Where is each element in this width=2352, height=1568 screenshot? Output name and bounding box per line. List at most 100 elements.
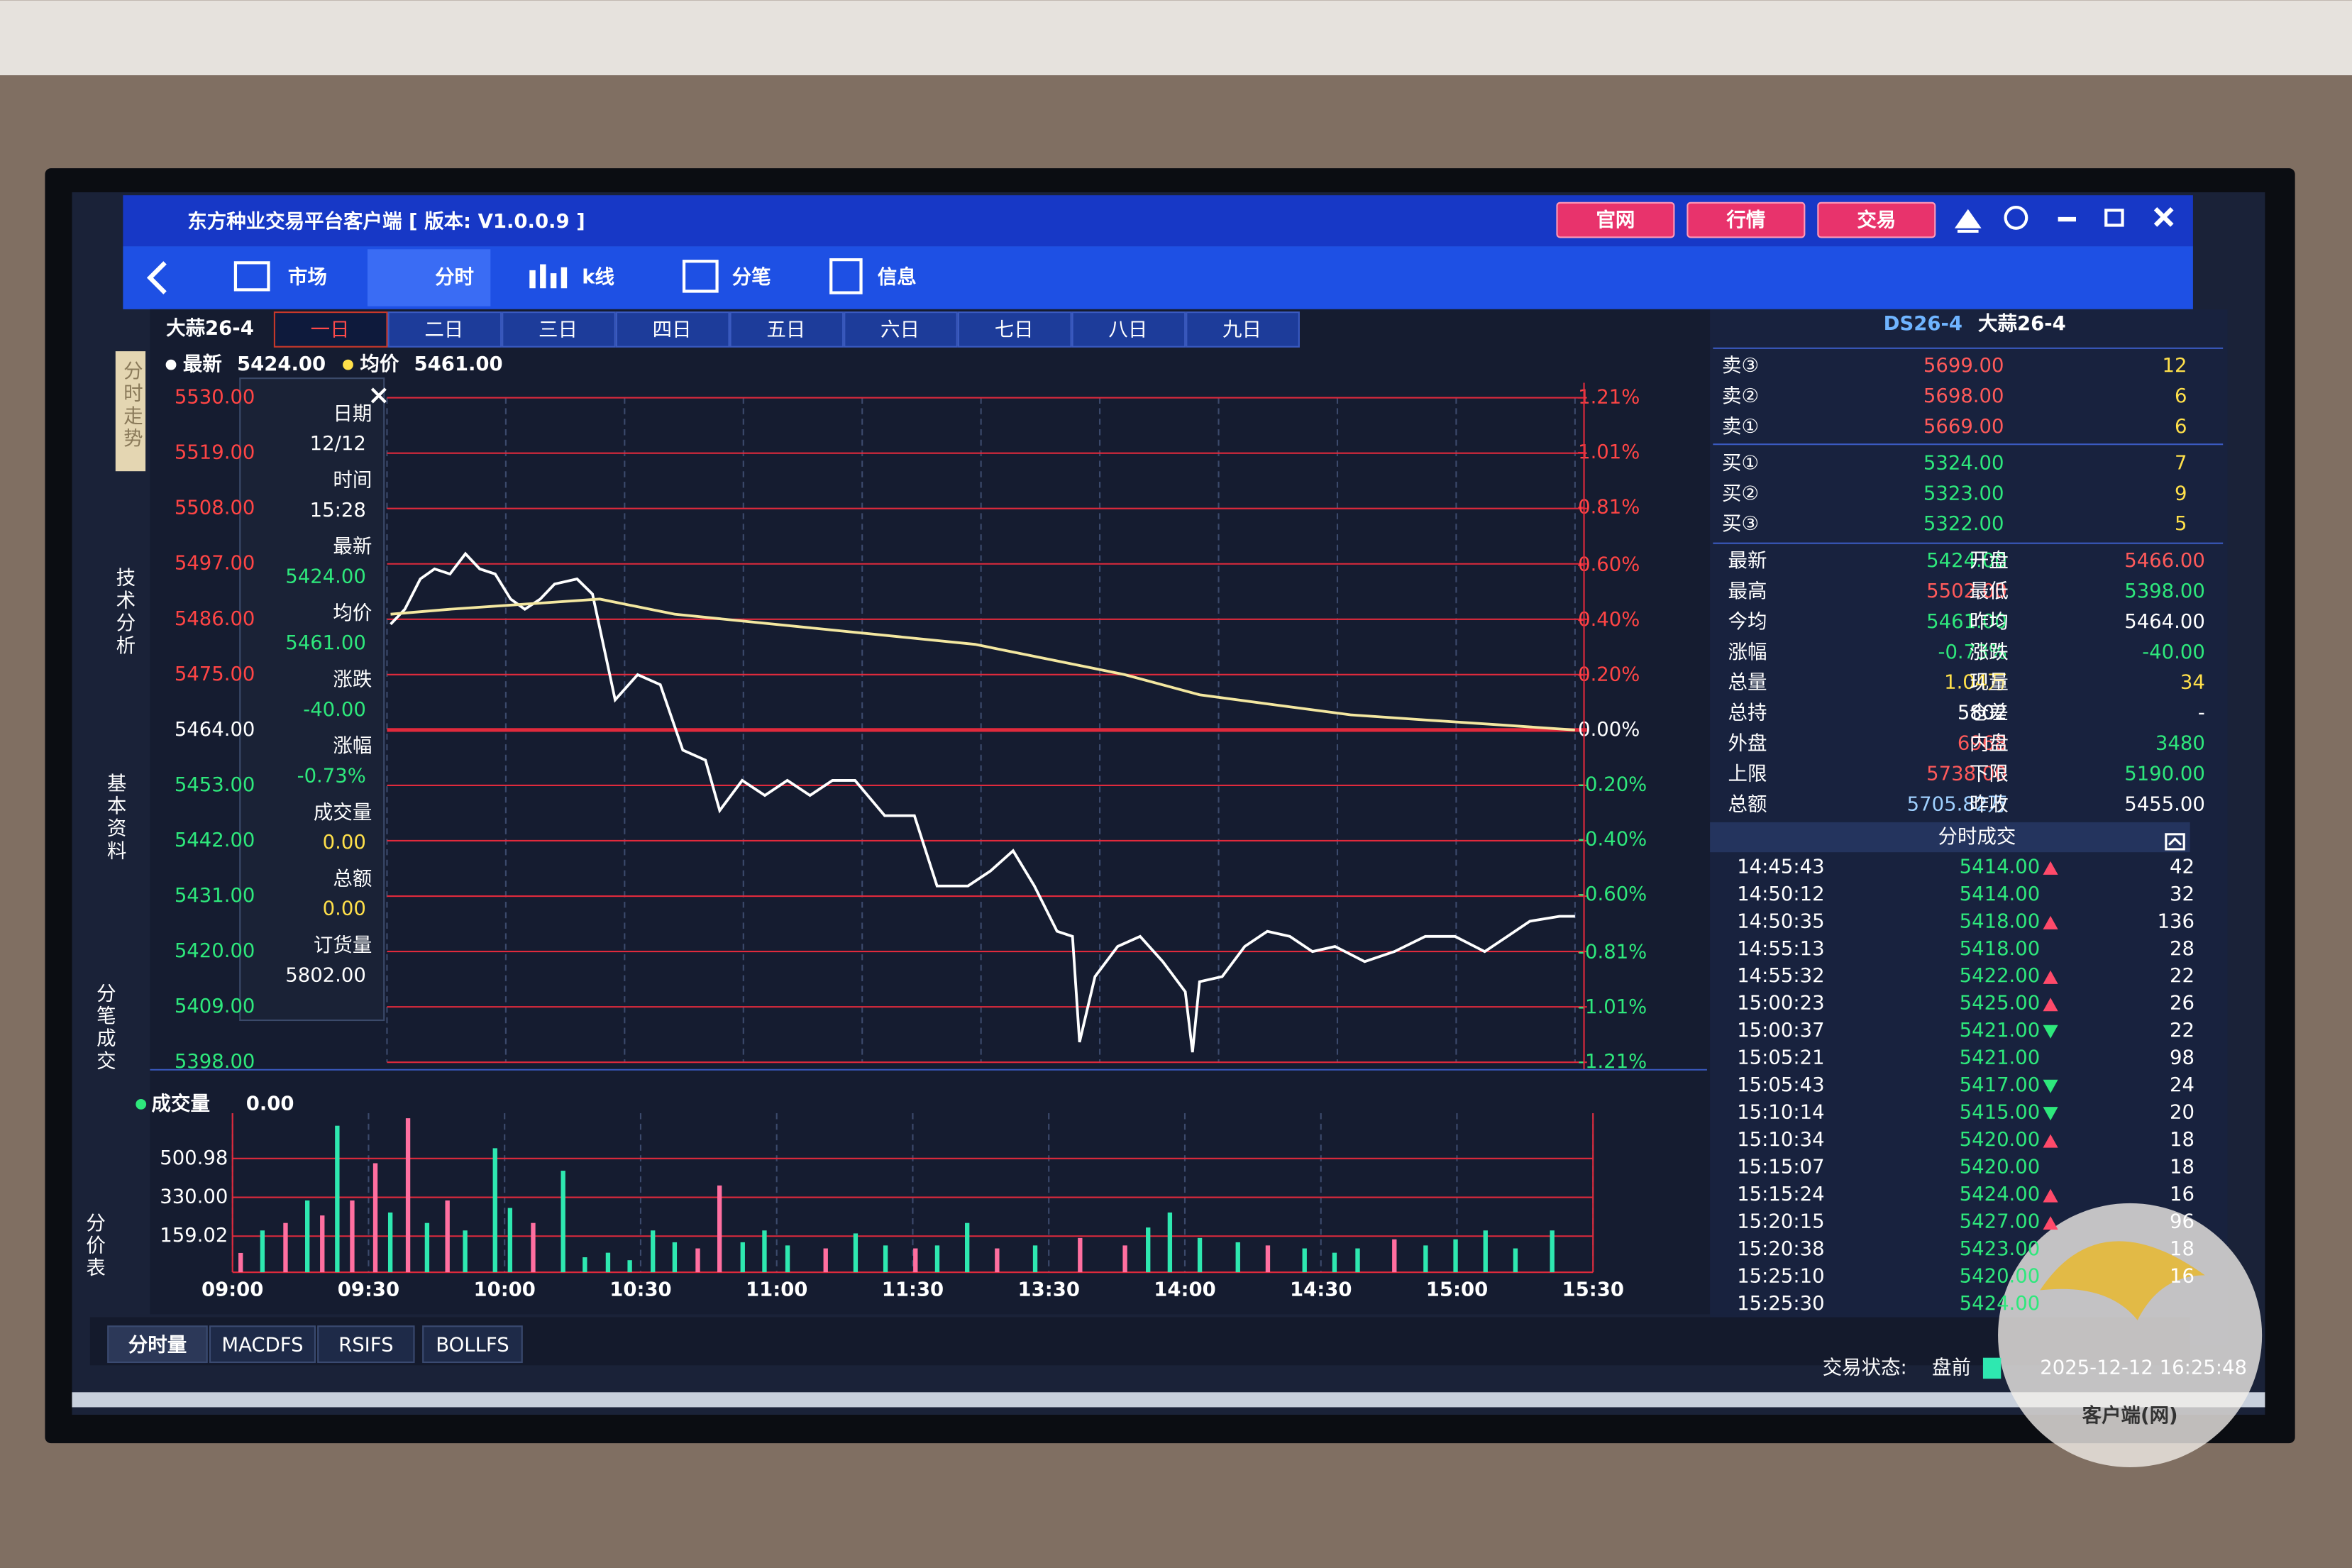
day-tab[interactable]	[957, 311, 1072, 348]
day-tab[interactable]	[387, 311, 502, 348]
trade-price: 5423.00	[1960, 1237, 2041, 1260]
volume-bar	[561, 1171, 565, 1273]
bottom-tab[interactable]	[422, 1325, 523, 1364]
volume-bar	[1302, 1248, 1307, 1273]
stat-value: 3480	[2155, 732, 2205, 755]
day-tab-label: 九日	[1222, 318, 1261, 341]
trade-volume: 16	[2170, 1183, 2194, 1205]
window-title: 东方种业交易平台客户端 [ 版本: V1.0.0.9 ]	[187, 210, 585, 233]
back-icon[interactable]	[146, 261, 167, 294]
stat-value: 5738.00	[1926, 762, 2007, 785]
volume-bar	[913, 1248, 918, 1273]
stat-label: 今均	[1728, 610, 1767, 633]
info-close-icon[interactable]	[370, 387, 387, 404]
book-label: 买③	[1722, 512, 1759, 535]
volume-bar	[651, 1230, 656, 1273]
book-volume: 7	[2175, 451, 2187, 474]
stat-label: 昨收	[1970, 793, 2009, 815]
day-tab[interactable]	[844, 311, 958, 348]
trade-up-arrow	[2043, 1216, 2058, 1230]
day-tab[interactable]	[273, 311, 388, 348]
info-icon	[829, 258, 863, 294]
stat-value: 34	[2180, 671, 2205, 694]
side-tab: 分笔成交	[93, 983, 116, 1073]
info-label: 成交量	[314, 801, 372, 824]
volume-bar	[1122, 1245, 1127, 1273]
eject-icon[interactable]	[1954, 209, 1982, 233]
book-label: 买①	[1722, 451, 1759, 474]
bottom-tab-label: RSIFS	[338, 1334, 393, 1357]
trade-up-arrow	[2043, 1134, 2058, 1148]
x-tick-label: 14:00	[1154, 1279, 1215, 1301]
trade-up-arrow	[2043, 1188, 2058, 1203]
x-tick-label: 11:30	[882, 1279, 944, 1301]
volume-bar	[995, 1248, 1000, 1273]
legend-value: 5461.00	[414, 353, 503, 375]
stat-label: 总额	[1728, 793, 1767, 815]
y2-tick-label: -0.81%	[1578, 940, 1647, 963]
y-tick-label: 5420.00	[175, 939, 255, 962]
y-tick-label: 5409.00	[175, 995, 255, 1017]
stat-label: 涨跌	[1970, 641, 2009, 663]
volume-bar	[672, 1242, 678, 1273]
info-value: 0.00	[323, 898, 366, 920]
trades-header	[1710, 822, 2190, 853]
volume-bar	[405, 1118, 411, 1273]
volume-bar	[372, 1163, 378, 1273]
day-tab-label: 一日	[311, 318, 350, 341]
stat-value: 5802	[1958, 702, 2007, 724]
trade-price: 5422.00	[1960, 964, 2041, 987]
stat-value: 5705.82万	[1907, 793, 2007, 815]
toolbar-selected	[367, 249, 491, 307]
book-volume: 9	[2175, 482, 2187, 504]
y2-tick-label: 0.20%	[1578, 663, 1640, 685]
trade-volume: 24	[2170, 1073, 2194, 1096]
trade-down-arrow	[2043, 1079, 2058, 1093]
status-indicator	[1982, 1357, 2002, 1379]
trade-price: 5414.00	[1960, 883, 2041, 905]
bottom-tab[interactable]	[317, 1325, 415, 1364]
restore-icon[interactable]	[2104, 209, 2124, 227]
trade-up-arrow	[2043, 915, 2058, 929]
y-tick-label: 5442.00	[175, 829, 255, 851]
trade-time: 14:50:35	[1737, 910, 1824, 932]
volume-bar	[1550, 1230, 1555, 1273]
close-icon[interactable]	[2153, 206, 2174, 227]
book-price: 5324.00	[1923, 451, 2004, 474]
stat-label: 昨均	[1970, 610, 2009, 633]
trade-volume: 20	[2170, 1101, 2194, 1124]
info-value: 5461.00	[285, 631, 366, 654]
volume-bar	[350, 1200, 355, 1273]
volume-bar	[492, 1148, 497, 1273]
book-volume: 5	[2175, 512, 2187, 535]
info-value: 15:28	[310, 499, 366, 521]
trade-price: 5427.00	[1960, 1210, 2041, 1233]
trade-price: 5417.00	[1960, 1073, 2041, 1096]
bottom-tab-label: BOLLFS	[436, 1334, 509, 1357]
day-tab[interactable]	[729, 311, 844, 348]
volume-bar	[1197, 1237, 1203, 1273]
volume-bar	[260, 1230, 265, 1273]
x-tick-label: 10:00	[473, 1279, 535, 1301]
ceiling	[0, 0, 2352, 76]
header-button[interactable]	[1556, 201, 1675, 238]
book-label: 卖①	[1722, 415, 1759, 438]
screen-edge	[72, 1392, 2265, 1408]
header-button[interactable]	[1686, 201, 1806, 238]
bottom-tab[interactable]	[209, 1325, 316, 1364]
help-icon[interactable]	[2004, 205, 2028, 230]
trade-volume: 26	[2170, 992, 2194, 1015]
day-tab[interactable]	[615, 311, 730, 348]
trade-price: 5421.00	[1960, 1047, 2041, 1069]
trade-price: 5421.00	[1960, 1019, 2041, 1042]
day-tab[interactable]	[502, 311, 616, 348]
collapse-icon[interactable]	[2165, 833, 2185, 851]
bottom-tab[interactable]	[107, 1325, 208, 1364]
day-tab[interactable]	[1186, 311, 1300, 348]
trade-price: 5415.00	[1960, 1101, 2041, 1124]
volume-bar	[740, 1242, 745, 1273]
day-tab[interactable]	[1071, 311, 1186, 348]
stat-value: 5190.00	[2124, 762, 2205, 785]
info-value: 12/12	[310, 432, 366, 455]
header-button[interactable]	[1817, 201, 1936, 238]
